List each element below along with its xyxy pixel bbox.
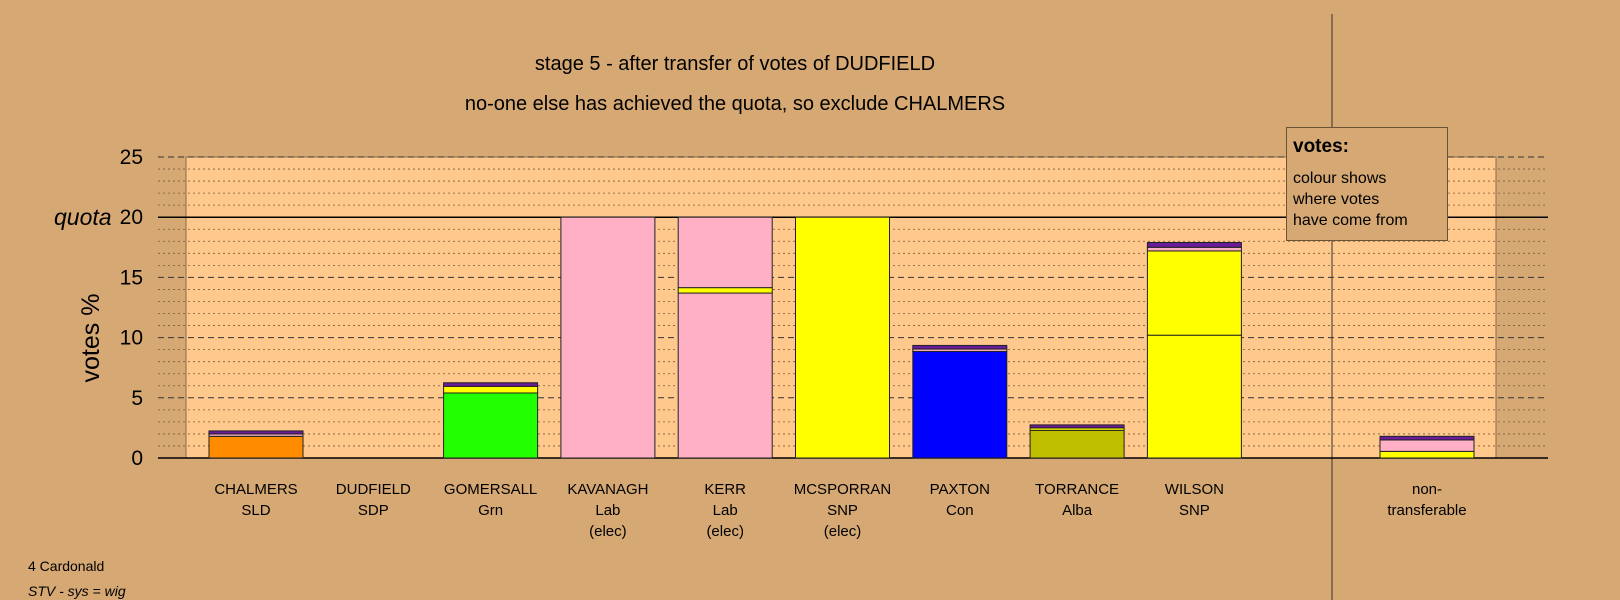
x-tick-party-label: Con bbox=[946, 502, 974, 519]
x-tick-status-label: (elec) bbox=[824, 523, 862, 540]
x-tick-party-label: Grn bbox=[478, 502, 503, 519]
x-tick-party-label: SDP bbox=[358, 502, 389, 519]
quota-label: quota bbox=[54, 204, 112, 230]
legend-box: votes: colour shows where votes have com… bbox=[1286, 127, 1448, 241]
y-axis-label: votes % bbox=[77, 294, 105, 383]
bar-segment bbox=[677, 292, 773, 459]
x-tick-label: WILSON bbox=[1165, 481, 1224, 498]
bar-segment bbox=[1146, 334, 1242, 459]
legend-line: have come from bbox=[1293, 212, 1408, 229]
x-tick-status-label: (elec) bbox=[706, 523, 744, 540]
y-tick-label: 20 bbox=[120, 206, 143, 229]
x-tick-party-label: transferable bbox=[1387, 502, 1466, 519]
bar-segment bbox=[208, 435, 304, 459]
bar-segment bbox=[912, 350, 1008, 459]
system-label: STV - sys = wig bbox=[28, 583, 126, 599]
legend-line: where votes bbox=[1293, 191, 1380, 208]
x-tick-party-label: Lab bbox=[713, 502, 738, 519]
x-tick-label: KERR bbox=[704, 481, 746, 498]
x-tick-label: CHALMERS bbox=[214, 481, 297, 498]
bar-segment bbox=[1029, 429, 1125, 459]
bar-segment bbox=[677, 216, 773, 289]
bar-segment bbox=[1146, 241, 1242, 248]
bar-segment bbox=[795, 216, 890, 459]
bar-segment bbox=[1029, 424, 1125, 429]
legend-line: colour shows bbox=[1293, 170, 1387, 187]
x-tick-party-label: SNP bbox=[1179, 502, 1210, 519]
y-tick-label: 15 bbox=[120, 266, 143, 289]
y-tick-label: 5 bbox=[131, 387, 143, 410]
bar-segment bbox=[208, 430, 304, 435]
x-tick-label: TORRANCE bbox=[1035, 481, 1119, 498]
bar-segment bbox=[912, 344, 1008, 350]
x-tick-party-label: SNP bbox=[827, 502, 858, 519]
chart-subtitle: no-one else has achieved the quota, so e… bbox=[464, 93, 1006, 115]
legend-title: votes: bbox=[1293, 136, 1349, 157]
x-tick-party-label: SLD bbox=[241, 502, 270, 519]
x-tick-party-label: Alba bbox=[1062, 502, 1093, 519]
bar-segment bbox=[1146, 246, 1242, 252]
bar-segment bbox=[1379, 435, 1475, 441]
bar-segment bbox=[443, 392, 539, 459]
bar-segment bbox=[677, 287, 773, 294]
bar-segment bbox=[1146, 250, 1242, 336]
bar-segment bbox=[443, 385, 539, 394]
bar-segment bbox=[1379, 450, 1475, 459]
y-tick-label: 25 bbox=[120, 146, 143, 169]
y-tick-label: 0 bbox=[131, 447, 143, 470]
bar-segment bbox=[560, 216, 656, 459]
x-tick-label: non- bbox=[1412, 481, 1442, 498]
x-tick-status-label: (elec) bbox=[589, 523, 627, 540]
x-tick-label: KAVANAGH bbox=[567, 481, 648, 498]
bar-segment bbox=[443, 382, 539, 387]
x-tick-label: MCSPORRAN bbox=[794, 481, 892, 498]
ward-label: 4 Cardonald bbox=[28, 558, 105, 574]
x-tick-party-label: Lab bbox=[595, 502, 620, 519]
chart-title: stage 5 - after transfer of votes of DUD… bbox=[534, 53, 936, 75]
x-tick-label: PAXTON bbox=[930, 481, 990, 498]
bar-segment bbox=[1379, 439, 1475, 452]
x-tick-label: GOMERSALL bbox=[444, 481, 537, 498]
y-tick-label: 10 bbox=[120, 327, 143, 350]
x-tick-label: DUDFIELD bbox=[336, 481, 411, 498]
